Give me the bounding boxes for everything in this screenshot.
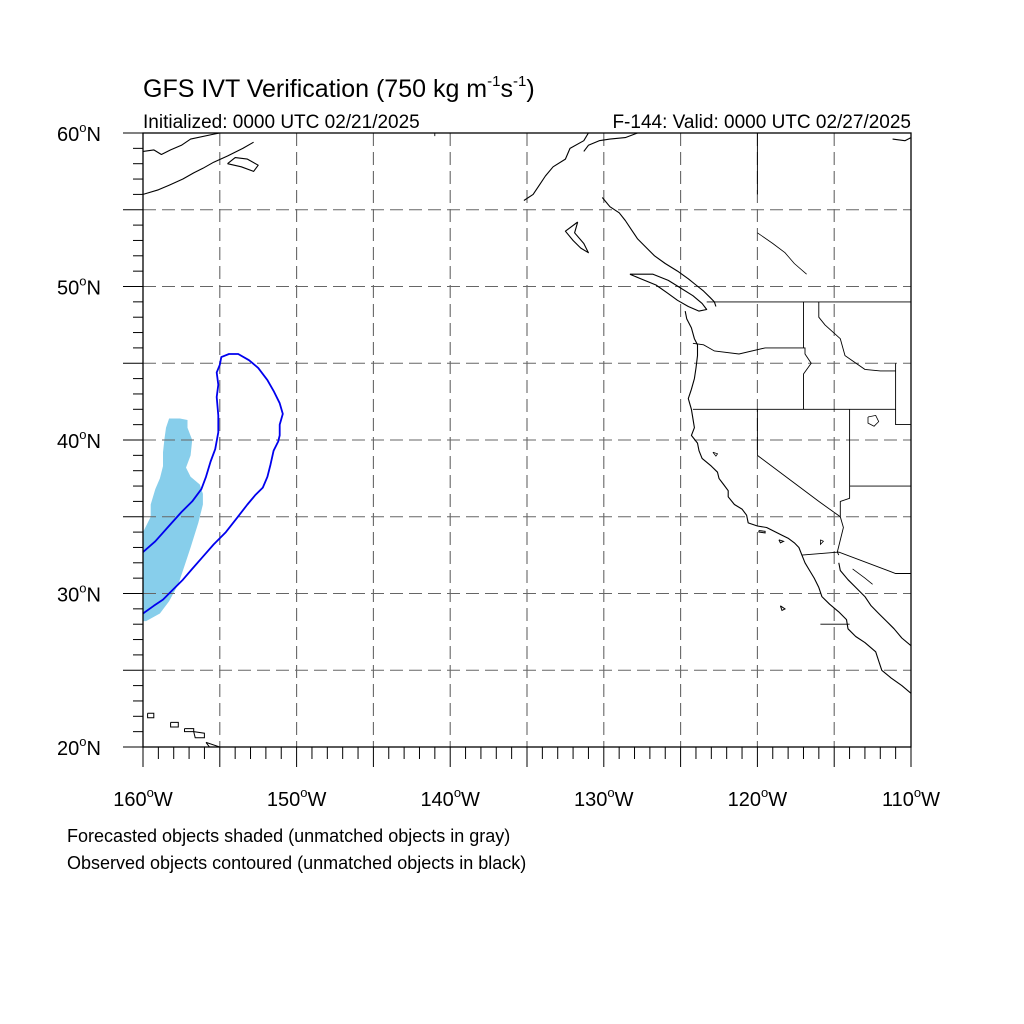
lon-label: 130oW xyxy=(574,785,634,811)
lon-label: 160oW xyxy=(113,785,173,811)
political-border xyxy=(801,551,911,574)
observed-objects-layer xyxy=(143,353,284,615)
lat-label: 50oN xyxy=(57,274,101,300)
island xyxy=(193,731,205,739)
river xyxy=(852,568,873,585)
political-border xyxy=(818,301,896,372)
coastline xyxy=(601,197,717,307)
forecast-objects-layer xyxy=(143,418,203,622)
lat-label: 40oN xyxy=(57,427,101,453)
footnote-forecast: Forecasted objects shaded (unmatched obj… xyxy=(67,826,510,846)
island xyxy=(170,721,179,728)
lake xyxy=(820,539,825,546)
graticule xyxy=(143,133,911,747)
lake xyxy=(712,451,719,457)
valid-time-label: F-144: Valid: 0000 UTC 02/27/2025 xyxy=(612,112,911,133)
forecast-object xyxy=(143,418,203,622)
island xyxy=(778,539,785,544)
coastline xyxy=(684,310,911,694)
coastline xyxy=(143,133,220,156)
coastline xyxy=(838,562,911,647)
political-border xyxy=(756,409,841,518)
footnote-observed: Observed objects contoured (unmatched ob… xyxy=(67,853,526,873)
coastline xyxy=(583,133,638,152)
latitude-labels: 60oN 50oN 40oN 30oN 20oN xyxy=(57,120,101,760)
geography-layer xyxy=(143,133,911,747)
coastline xyxy=(227,157,259,172)
lat-label: 20oN xyxy=(57,734,101,760)
lat-label: 60oN xyxy=(57,120,101,146)
map-title: GFS IVT Verification (750 kg m-1s-1) xyxy=(143,73,535,103)
observed-object xyxy=(143,353,284,615)
island xyxy=(779,605,786,612)
political-border xyxy=(836,409,851,556)
island xyxy=(184,728,195,733)
lat-label: 30oN xyxy=(57,581,101,607)
longitude-labels: 160oW 150oW 140oW 130oW 120oW 110oW xyxy=(113,785,940,811)
island xyxy=(147,712,155,719)
coastline xyxy=(523,133,589,201)
coastline xyxy=(143,141,254,195)
political-border xyxy=(692,342,812,410)
island xyxy=(758,530,766,534)
axis-ticks xyxy=(123,132,912,767)
lon-label: 120oW xyxy=(728,785,788,811)
river xyxy=(757,232,807,275)
coastline xyxy=(629,273,708,312)
island xyxy=(205,741,221,747)
political-border xyxy=(895,363,911,426)
lon-label: 110oW xyxy=(882,785,940,811)
lake xyxy=(867,414,880,427)
coastline xyxy=(892,137,911,142)
lon-label: 140oW xyxy=(420,785,480,811)
init-time-label: Initialized: 0000 UTC 02/21/2025 xyxy=(143,112,420,133)
lon-label: 150oW xyxy=(267,785,327,811)
coastline xyxy=(564,221,589,254)
